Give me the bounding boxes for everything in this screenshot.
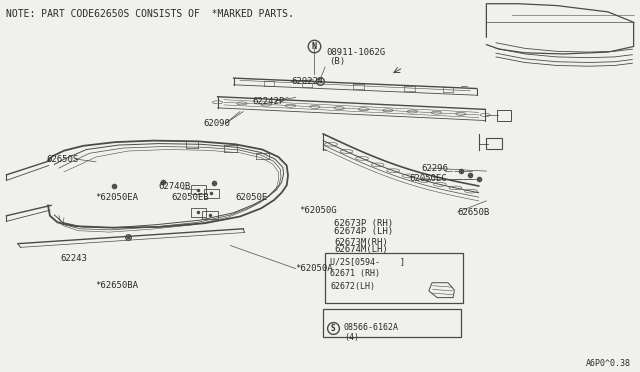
Text: U/2S[0594-    ]
62671 (RH)
62672(LH): U/2S[0594- ] 62671 (RH) 62672(LH): [330, 257, 405, 291]
Text: 08911-1062G: 08911-1062G: [326, 48, 385, 57]
Text: *62650BA: *62650BA: [95, 281, 138, 290]
Text: 62673M(RH): 62673M(RH): [334, 238, 388, 247]
Text: *62050G: *62050G: [300, 206, 337, 215]
Bar: [486, 138, 502, 149]
Text: 62090: 62090: [204, 119, 230, 128]
Text: 62650S: 62650S: [46, 155, 78, 164]
Bar: [325, 253, 463, 303]
Text: 62674P (LH): 62674P (LH): [334, 227, 393, 236]
Text: NOTE: PART CODE62650S CONSISTS OF  *MARKED PARTS.: NOTE: PART CODE62650S CONSISTS OF *MARKE…: [6, 9, 294, 19]
Text: 62674M(LH): 62674M(LH): [334, 246, 388, 254]
Text: N: N: [318, 78, 322, 84]
Text: 62740B: 62740B: [159, 182, 191, 191]
Text: N: N: [311, 42, 316, 51]
Bar: [204, 189, 219, 198]
Text: *62050EA: *62050EA: [95, 193, 138, 202]
Text: 08566-6162A: 08566-6162A: [343, 323, 398, 332]
Text: S: S: [330, 324, 335, 333]
Text: 62050EB: 62050EB: [172, 193, 209, 202]
Text: (B): (B): [330, 57, 346, 66]
Bar: [202, 211, 218, 219]
Text: *62050A: *62050A: [296, 264, 333, 273]
Text: (4): (4): [344, 333, 359, 342]
Text: 62050E: 62050E: [236, 193, 268, 202]
Text: 62242P: 62242P: [253, 97, 285, 106]
Text: A6P0^0.38: A6P0^0.38: [586, 359, 630, 368]
Bar: [323, 309, 461, 337]
Text: 62022: 62022: [291, 77, 318, 86]
Bar: [191, 185, 206, 194]
Bar: [497, 110, 511, 121]
Text: 62673P (RH): 62673P (RH): [334, 219, 393, 228]
Text: 62243: 62243: [61, 254, 88, 263]
Text: 62296: 62296: [421, 164, 448, 173]
Text: 62650B: 62650B: [458, 208, 490, 217]
Text: 62050EC: 62050EC: [410, 174, 447, 183]
Bar: [191, 208, 206, 217]
